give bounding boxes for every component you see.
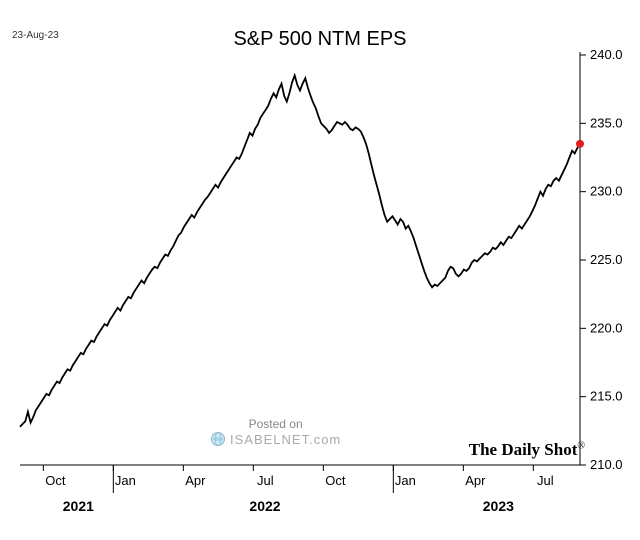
source-brand: The Daily Shot® bbox=[469, 440, 585, 460]
x-tick-label: Apr bbox=[465, 473, 486, 488]
series-line bbox=[20, 76, 580, 427]
globe-icon bbox=[210, 431, 226, 447]
x-tick-label: Apr bbox=[185, 473, 206, 488]
x-tick-label: Jul bbox=[257, 473, 274, 488]
x-year-label: 2023 bbox=[483, 498, 514, 514]
last-point-marker bbox=[576, 140, 584, 148]
posted-on-label: Posted on bbox=[210, 417, 341, 431]
x-tick-label: Jan bbox=[115, 473, 136, 488]
y-tick-label: 235.0 bbox=[590, 115, 623, 130]
x-year-label: 2022 bbox=[249, 498, 280, 514]
posted-on-site: ISABELNET.com bbox=[210, 431, 341, 447]
posted-on-watermark: Posted on ISABELNET.com bbox=[210, 417, 341, 450]
chart-container: 23-Aug-23 S&P 500 NTM EPS 210.0215.0220.… bbox=[0, 0, 640, 540]
x-year-label: 2021 bbox=[63, 498, 94, 514]
x-tick-label: Jan bbox=[395, 473, 416, 488]
y-tick-label: 225.0 bbox=[590, 252, 623, 267]
y-tick-label: 230.0 bbox=[590, 184, 623, 199]
y-tick-label: 220.0 bbox=[590, 320, 623, 335]
x-tick-label: Oct bbox=[325, 473, 346, 488]
y-tick-label: 240.0 bbox=[590, 47, 623, 62]
x-tick-label: Oct bbox=[45, 473, 66, 488]
y-tick-label: 215.0 bbox=[590, 389, 623, 404]
x-tick-label: Jul bbox=[537, 473, 554, 488]
y-tick-label: 210.0 bbox=[590, 457, 623, 472]
